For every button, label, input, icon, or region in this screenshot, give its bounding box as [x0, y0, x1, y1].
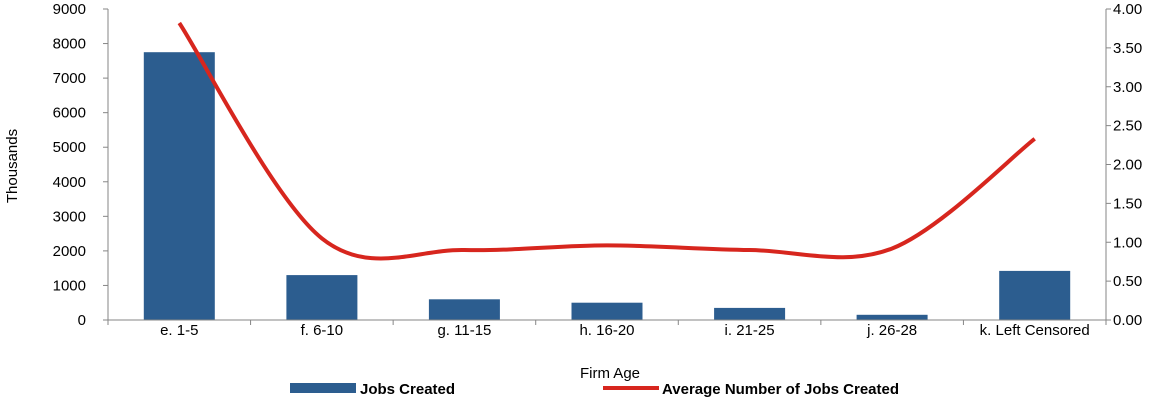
legend-swatch-jobs-created — [290, 383, 356, 393]
right-tick-label: 1.50 — [1113, 195, 1142, 212]
bar-6 — [856, 314, 928, 320]
x-tick-label: j. 26-28 — [866, 322, 917, 339]
left-tick-label: 2000 — [53, 243, 86, 260]
left-tick-label: 4000 — [53, 174, 86, 191]
left-tick-label: 7000 — [53, 70, 86, 87]
right-tick-label: 0.00 — [1113, 312, 1142, 329]
bar-5 — [714, 307, 786, 320]
x-tick-label: g. 11-15 — [437, 322, 491, 339]
legend-label-jobs-created: Jobs Created — [360, 381, 455, 398]
line-layer — [177, 21, 1036, 261]
legend-label-average-jobs: Average Number of Jobs Created — [662, 381, 899, 398]
bar-4 — [571, 302, 643, 320]
right-tick-label: 1.00 — [1113, 234, 1142, 251]
x-tick-label: h. 16-20 — [579, 322, 634, 339]
right-tick-label: 2.50 — [1113, 118, 1142, 135]
left-tick-label: 3000 — [53, 208, 86, 225]
right-tick-label: 0.50 — [1113, 273, 1142, 290]
left-tick-label: 1000 — [53, 277, 86, 294]
right-tick-label: 4.00 — [1113, 1, 1142, 18]
left-tick-label: 6000 — [53, 105, 86, 122]
bar-1 — [143, 52, 215, 320]
x-tick-label: i. 21-25 — [725, 322, 775, 339]
labels-layer: 0 1000 2000 3000 4000 5000 6000 7000 8000 9000 0.0… — [53, 1, 1143, 339]
x-tick-label: f. 6-10 — [301, 322, 344, 339]
x-tick-label: k. Left Censored — [980, 322, 1090, 339]
legend: Jobs Created Average Number of Jobs Crea… — [290, 381, 899, 398]
axes-layer — [103, 8, 1111, 325]
x-tick-label: e. 1-5 — [160, 322, 198, 339]
right-tick-label: 2.00 — [1113, 157, 1142, 174]
average-jobs-line — [177, 21, 1036, 261]
right-tick-label: 3.00 — [1113, 79, 1142, 96]
left-tick-label: 9000 — [53, 1, 86, 18]
left-tick-label: 8000 — [53, 36, 86, 53]
bar-3 — [428, 299, 500, 320]
left-tick-label: 5000 — [53, 139, 86, 156]
left-tick-label: 0 — [78, 312, 86, 329]
right-tick-label: 3.50 — [1113, 40, 1142, 57]
bar-2 — [286, 275, 358, 320]
bar-7 — [999, 270, 1071, 320]
y-axis-title: Thousands — [4, 129, 21, 203]
bars-layer — [143, 52, 1071, 320]
x-axis-title: Firm Age — [580, 365, 640, 382]
